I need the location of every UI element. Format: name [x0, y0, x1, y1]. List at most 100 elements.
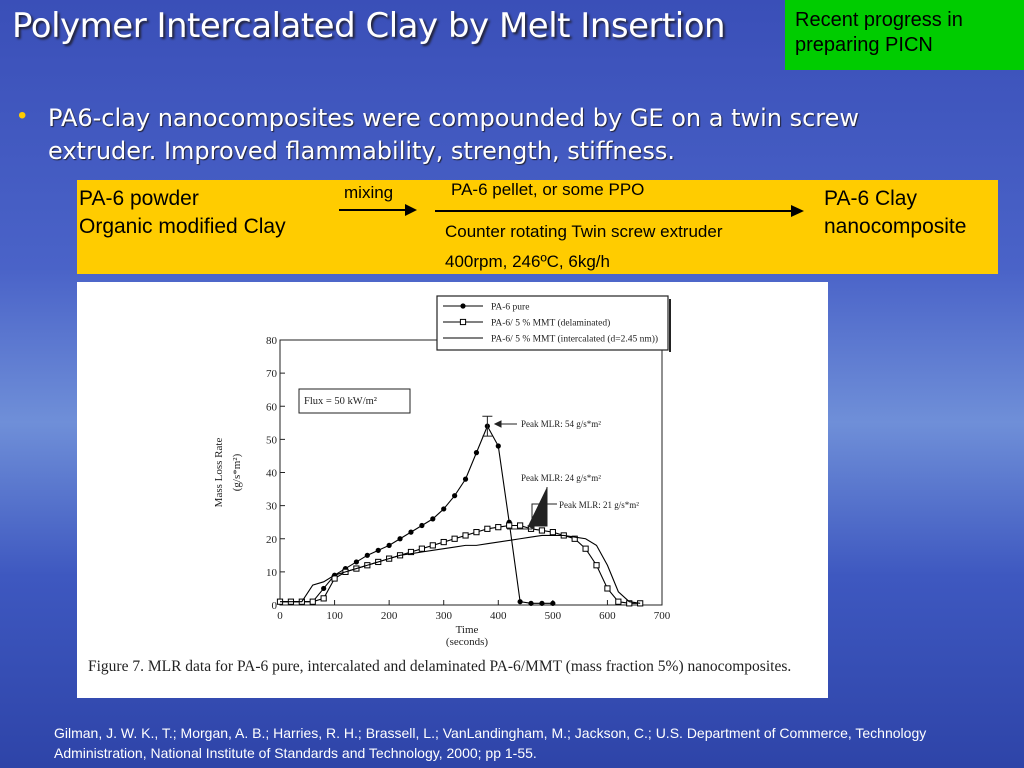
input: PA-6 powder [79, 187, 199, 210]
x-tick-label: 0 [277, 610, 283, 622]
point [451, 535, 458, 542]
point [331, 575, 338, 582]
y-tick-label: 0 [272, 600, 278, 612]
citation: Gilman, J. W. K., T.; Morgan, A. B.; Har… [54, 725, 927, 761]
point [517, 522, 524, 529]
series-line [280, 424, 553, 604]
legend-marker [459, 318, 467, 326]
annotation-arrow [526, 487, 548, 530]
point [441, 506, 447, 512]
y-tick-label: 20 [266, 534, 278, 546]
step-label: mixing [344, 183, 394, 202]
callout-box: Recent progress in preparing PICN [785, 0, 1024, 70]
point [538, 527, 546, 534]
point [364, 552, 370, 558]
y-tick-label: 10 [266, 567, 278, 579]
conditions: 400rpm, 246ºC, 6kg/h [445, 252, 610, 271]
figure: 0 100 200 300 400 500 600 700 0 10 20 30 40 50 60 70 80 T… [77, 282, 828, 698]
y-tick-label: 80 [266, 335, 278, 347]
point [528, 600, 534, 606]
point [571, 535, 578, 542]
point [452, 493, 458, 499]
y-axis-label: Mass Loss Rate [213, 438, 225, 508]
process-box: PA-6 powder Organic modified Clay mixing… [77, 180, 998, 274]
point [615, 598, 622, 605]
point [462, 532, 469, 539]
legend-box [436, 295, 669, 351]
point [320, 595, 327, 602]
point [495, 524, 502, 531]
y-tick-label: 40 [266, 468, 278, 480]
x-tick-label: 700 [654, 610, 671, 622]
output: nanocomposite [824, 215, 967, 238]
point [473, 529, 480, 536]
y-tick-label: 30 [266, 501, 278, 513]
point [484, 525, 491, 532]
figure-caption: Figure 7. MLR data for PA-6 pure, interc… [88, 658, 792, 675]
annotation-arrow [507, 503, 557, 530]
y-tick-label: 50 [266, 434, 278, 446]
series-line [280, 534, 641, 604]
output: PA-6 Clay [824, 187, 917, 210]
annotation: Peak MLR: 54 g/s*m² [521, 419, 601, 429]
point [440, 538, 447, 546]
point [429, 542, 436, 549]
x-tick-label: 600 [599, 610, 616, 622]
point [309, 598, 316, 605]
slide-title: Polymer Intercalated Clay by Melt Insert… [12, 6, 726, 46]
point [419, 522, 425, 529]
point [550, 600, 556, 606]
x-axis-label: Time [456, 624, 479, 636]
x-tick-label: 200 [381, 610, 398, 622]
point [386, 542, 392, 548]
legend-label: PA-6/ 5 % MMT (intercalated (d=2.45 nm)) [491, 334, 658, 345]
bullet: PA6-clay nanocomposites were compounded … [18, 102, 918, 168]
x-axis-label: (seconds) [446, 636, 488, 648]
additive: PA-6 pellet, or some PPO [451, 180, 645, 199]
point [430, 516, 436, 522]
x-tick-label: 100 [326, 610, 343, 622]
input: Organic modified Clay [79, 215, 286, 238]
annotation: Peak MLR: 21 g/s*m² [559, 500, 639, 510]
point [549, 529, 556, 536]
annotation-arrow [493, 420, 517, 428]
point [473, 450, 480, 456]
error-bar [482, 415, 493, 437]
point [353, 559, 359, 565]
y-tick-label: 60 [266, 401, 278, 413]
point [506, 522, 513, 529]
annotation: Peak MLR: 24 g/s*m² [521, 473, 601, 483]
annotation: Flux = 50 kW/m² [304, 396, 377, 407]
legend-marker [460, 303, 466, 309]
point [418, 545, 425, 552]
legend-label: PA-6/ 5 % MMT (delaminated) [491, 318, 610, 329]
point [321, 585, 327, 592]
y-tick-label: 70 [266, 368, 278, 380]
point [593, 562, 600, 569]
y-axis-label: (g/s*m²) [231, 453, 243, 491]
point [495, 443, 501, 449]
point [582, 545, 589, 552]
callout-line: Recent progress in [795, 9, 963, 31]
flux-box [298, 388, 411, 414]
point [539, 600, 545, 606]
point [462, 476, 469, 482]
callout-line: preparing PICN [795, 34, 933, 56]
point [626, 600, 633, 607]
plot-frame [279, 339, 663, 606]
point [407, 548, 415, 556]
chart: 0 100 200 300 400 500 600 700 0 10 20 30 40 50 60 70 80 T… [213, 295, 671, 648]
point [604, 585, 611, 592]
point [517, 599, 523, 605]
x-tick-label: 300 [435, 610, 452, 622]
arrows [339, 204, 804, 217]
series-line [280, 524, 641, 604]
point [375, 547, 381, 553]
equipment: Counter rotating Twin screw extruder [445, 222, 723, 241]
x-tick-label: 500 [545, 610, 562, 622]
point [397, 536, 403, 542]
legend-label: PA-6 pure [491, 303, 529, 313]
x-tick-label: 400 [490, 610, 507, 622]
bullet-text: PA6-clay nanocomposites were compounded … [48, 104, 860, 165]
